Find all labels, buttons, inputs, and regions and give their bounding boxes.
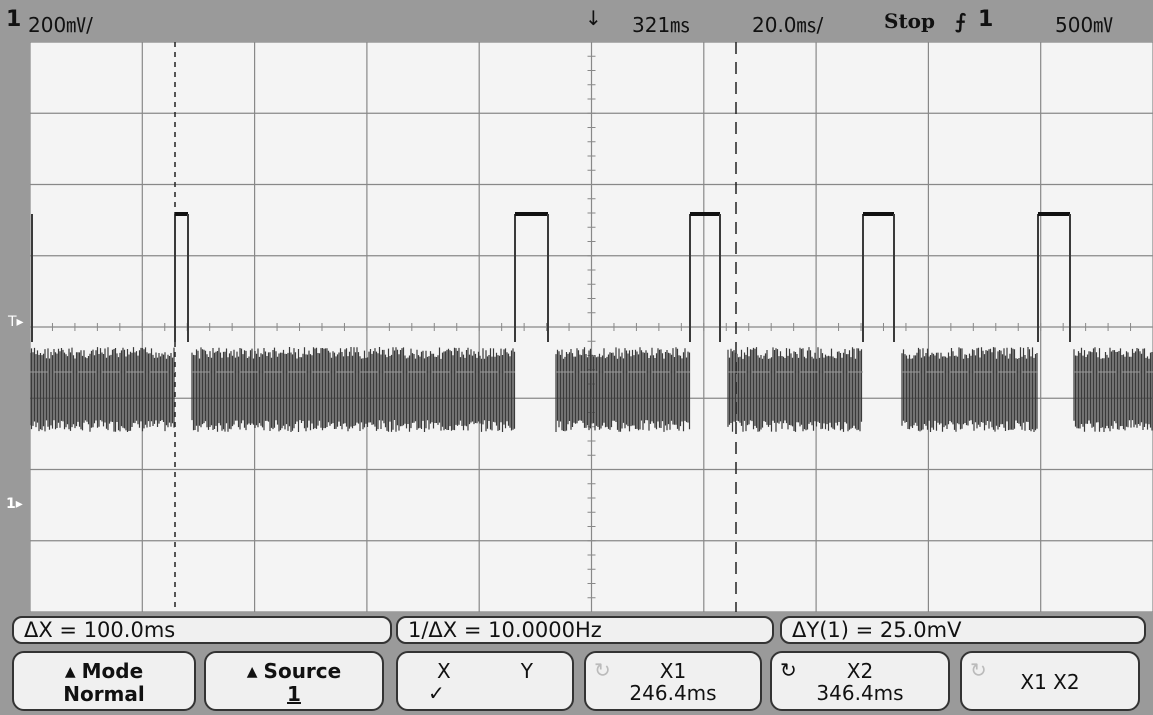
x1-x2-label: X1 X2	[1020, 670, 1080, 694]
x-option: X	[437, 659, 451, 683]
ground-marker-icon[interactable]: 1▸	[6, 496, 23, 512]
entry-knob-icon: ↻	[970, 658, 987, 682]
noise-band	[191, 347, 516, 432]
timebase-scale: 20.0㎳/	[752, 13, 824, 37]
trigger-level: 500㎷	[1055, 13, 1114, 37]
check-icon: ✓	[428, 681, 445, 705]
trigger-level-marker-icon[interactable]: T▸	[8, 314, 24, 330]
waveform-trace	[30, 42, 1153, 612]
xy-softkey[interactable]: X Y ✓	[396, 651, 574, 711]
measurement-readouts: ΔX = 100.0ms 1/ΔX = 10.0000Hz ΔY(1) = 25…	[0, 612, 1153, 648]
x1-x2-softkey[interactable]: ↻ X1 X2	[960, 651, 1140, 711]
noise-band	[727, 347, 863, 432]
source-softkey[interactable]: ▲ Source 1	[204, 651, 384, 711]
entry-knob-icon: ↻	[780, 658, 797, 682]
up-arrow-icon: ▲	[246, 664, 258, 680]
delta-x-readout: ΔX = 100.0ms	[12, 616, 392, 644]
channel-number[interactable]: 1	[6, 7, 22, 32]
x2-value: 346.4ms	[816, 681, 904, 705]
noise-band	[901, 347, 1038, 432]
noise-band	[30, 347, 175, 432]
entry-knob-icon: ↻	[594, 658, 611, 682]
inverse-delta-x-readout: 1/ΔX = 10.0000Hz	[396, 616, 774, 644]
left-margin: T▸ 1▸	[0, 42, 30, 612]
noise-band	[1073, 347, 1153, 432]
softkey-menu: ▲ Mode Normal ▲ Source 1 X Y ✓ ↻ X1 246.4ms…	[0, 648, 1153, 715]
x1-value: 246.4ms	[629, 681, 717, 705]
run-state: Stop	[884, 9, 936, 33]
x2-title: X2	[846, 659, 874, 683]
status-bar: 1 200㎷/ ↓ 321㎳ 20.0㎳/ Stop ⨍ 1 500㎷	[0, 0, 1153, 42]
trigger-source: 1	[978, 7, 994, 32]
y-option: Y	[520, 659, 533, 683]
mode-softkey[interactable]: ▲ Mode Normal	[12, 651, 196, 711]
source-title: Source	[263, 659, 342, 683]
channel-scale: 200㎷/	[28, 13, 93, 37]
noise-band	[555, 347, 691, 432]
trigger-position-icon: ↓	[585, 6, 602, 30]
source-value: 1	[287, 682, 301, 706]
up-arrow-icon: ▲	[64, 664, 76, 680]
waveform-screen	[30, 42, 1153, 612]
delta-y-readout: ΔY(1) = 25.0mV	[780, 616, 1146, 644]
x2-softkey[interactable]: ↻ X2 346.4ms	[770, 651, 950, 711]
trigger-edge-icon: ⨍	[955, 9, 967, 33]
mode-title: Mode	[81, 659, 144, 683]
x1-title: X1	[659, 659, 687, 683]
horizontal-delay: 321㎳	[632, 13, 691, 37]
mode-value: Normal	[63, 682, 145, 706]
x1-softkey[interactable]: ↻ X1 246.4ms	[584, 651, 762, 711]
